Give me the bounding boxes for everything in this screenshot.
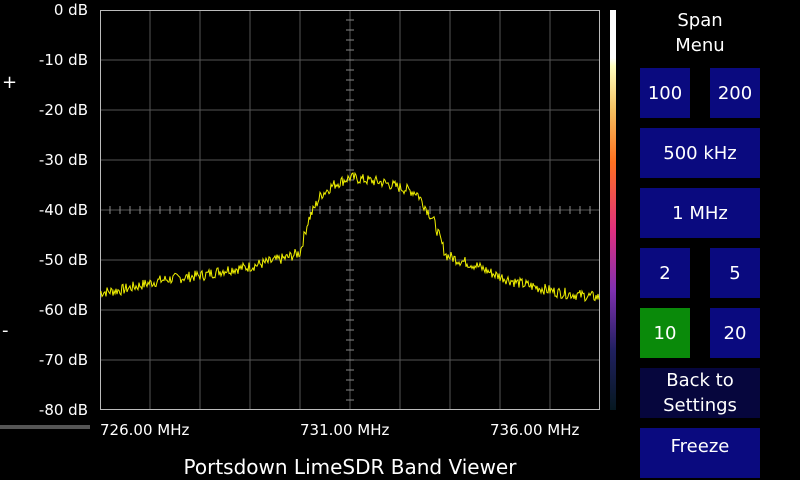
span-500khz-label: 500 kHz [663, 142, 737, 164]
span-2-label: 2 [659, 262, 671, 284]
span-2-button[interactable]: 2 [640, 248, 690, 298]
spectrum-trace [100, 171, 600, 303]
span-500khz-button[interactable]: 500 kHz [640, 128, 760, 178]
span-menu-title-line1: Span [677, 10, 723, 31]
span-1mhz-button[interactable]: 1 MHz [640, 188, 760, 238]
span-20-label: 20 [723, 322, 747, 344]
y-tick-label: -80 dB [38, 401, 88, 419]
waterfall-color-bar [610, 10, 616, 410]
scroll-indicator [0, 425, 90, 429]
span-10-label: 10 [653, 322, 677, 344]
span-200-button[interactable]: 200 [710, 68, 760, 118]
span-100-label: 100 [647, 82, 683, 104]
back-to-settings-button[interactable]: Back to Settings [640, 368, 760, 418]
span-5-label: 5 [729, 262, 741, 284]
span-menu-title: Span Menu [640, 8, 760, 58]
zoom-in-button[interactable]: + [2, 72, 18, 93]
span-200-label: 200 [717, 82, 753, 104]
y-tick-label: -70 dB [38, 351, 88, 369]
freeze-button[interactable]: Freeze [640, 428, 760, 478]
x-tick-label-736: 736.00 MHz [490, 421, 580, 439]
back-to-settings-label-line2: Settings [663, 395, 737, 416]
y-tick-label: -50 dB [38, 251, 88, 269]
span-5-button[interactable]: 5 [710, 248, 760, 298]
plot-border [100, 10, 600, 410]
span-100-button[interactable]: 100 [640, 68, 690, 118]
x-tick-label-726: 726.00 MHz [100, 421, 190, 439]
y-tick-label: -30 dB [38, 151, 88, 169]
spectrum-plot [100, 10, 600, 410]
y-tick-label: -60 dB [38, 301, 88, 319]
y-tick-label: -10 dB [38, 51, 88, 69]
span-menu-title-line2: Menu [675, 35, 725, 56]
back-to-settings-label-line1: Back to [666, 370, 734, 391]
freeze-label: Freeze [670, 436, 730, 457]
y-tick-label: -40 dB [38, 201, 88, 219]
span-10-button[interactable]: 10 [640, 308, 690, 358]
app-title: Portsdown LimeSDR Band Viewer [183, 455, 517, 479]
x-tick-label-731: 731.00 MHz [300, 421, 390, 439]
y-tick-label: 0 dB [53, 1, 88, 19]
span-1mhz-label: 1 MHz [672, 202, 728, 224]
span-20-button[interactable]: 20 [710, 308, 760, 358]
zoom-out-button[interactable]: - [2, 320, 9, 341]
y-tick-label: -20 dB [38, 101, 88, 119]
